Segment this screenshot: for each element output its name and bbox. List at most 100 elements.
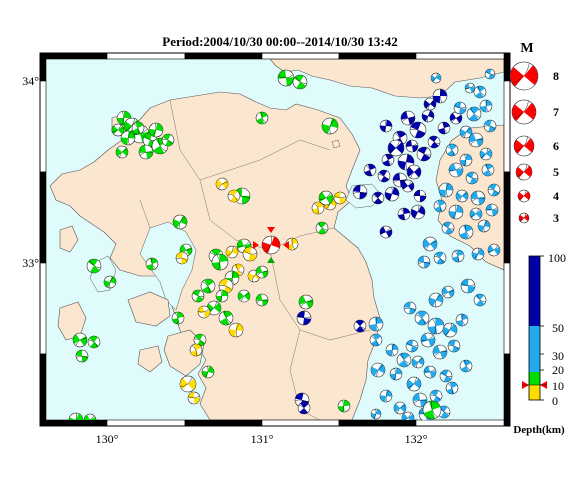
focal-mechanism: [298, 294, 314, 310]
focal-mechanism: [451, 249, 465, 263]
frame-segment: [39, 419, 108, 427]
focal-mechanism: [193, 333, 207, 347]
depth-tick-label: 50: [552, 321, 564, 335]
focal-mechanism: [379, 389, 393, 403]
magnitude-symbol: [517, 189, 531, 203]
focal-mechanism: [379, 119, 393, 133]
magnitude-class: 8: [509, 61, 559, 91]
focal-mechanism: [111, 123, 125, 137]
frame-segment: [503, 171, 511, 264]
focal-mechanism: [161, 133, 175, 147]
focal-mechanism: [438, 182, 454, 198]
focal-mechanism: [83, 413, 97, 420]
focal-mechanism: [363, 163, 377, 177]
focal-mechanism: [86, 258, 102, 274]
focal-mechanism: [171, 311, 185, 325]
land-himeshima: [331, 139, 341, 149]
focal-mechanism: [370, 408, 382, 420]
focal-mechanism: [191, 289, 205, 303]
focal-mechanism: [473, 85, 487, 99]
magnitude-class-label: 3: [553, 211, 559, 225]
focal-mechanism: [228, 322, 244, 338]
focal-mechanism: [138, 144, 154, 160]
focal-mechanism: [72, 332, 88, 348]
frame-segment: [39, 262, 47, 355]
focal-mechanism: [401, 411, 415, 420]
focal-mechanism: [318, 190, 334, 206]
latest-event-mechanism: [261, 235, 281, 255]
frame-segment: [503, 52, 511, 82]
focal-mechanism: [255, 111, 269, 125]
magnitude-symbol: [515, 163, 533, 181]
magnitude-class-label: 4: [553, 189, 559, 203]
frame-segment: [106, 419, 186, 427]
focal-mechanism: [479, 147, 493, 161]
focal-mechanism: [427, 135, 441, 149]
focal-mechanism: [387, 139, 405, 157]
latest-event-marker: [253, 227, 289, 263]
boundary-line: [169, 99, 331, 181]
focal-mechanism: [406, 376, 422, 392]
magnitude-class: 5: [515, 163, 559, 181]
frame-segment: [39, 52, 108, 60]
focal-mechanism: [175, 251, 189, 265]
focal-mechanism: [337, 399, 351, 413]
focal-mechanism: [433, 251, 447, 265]
focal-mechanism: [381, 153, 395, 167]
frame-segment: [338, 419, 417, 427]
focal-mechanism: [487, 243, 501, 257]
focal-mechanism: [432, 344, 448, 360]
focal-mechanism: [473, 293, 487, 307]
focal-mechanism: [120, 130, 136, 146]
focal-mechanism: [437, 121, 451, 135]
magnitude-class-label: 8: [553, 69, 559, 83]
frame-segment: [415, 419, 511, 427]
frame-segment: [503, 262, 511, 355]
boundary-line: [139, 199, 151, 229]
focal-mechanism: [384, 186, 400, 202]
lat-tick-label: 34°: [22, 74, 39, 88]
depth-tick-label: 10: [552, 379, 564, 393]
depth-color-band: [529, 372, 540, 385]
focal-mechanism: [145, 257, 159, 271]
focal-mechanism: [483, 119, 497, 133]
frame-segment: [106, 52, 186, 60]
focal-mechanism: [422, 400, 442, 420]
frame-segment: [184, 52, 263, 60]
frame-segment: [261, 52, 340, 60]
map-title: Period:2004/10/30 00:00--2014/10/30 13:4…: [162, 34, 398, 49]
depth-color-band: [529, 385, 540, 400]
focal-mechanism: [481, 163, 495, 177]
focal-mechanism: [225, 245, 239, 259]
lat-tick-label: 33°: [22, 256, 39, 270]
focal-mechanism: [369, 333, 383, 347]
focal-mechanism: [393, 401, 407, 415]
focal-mechanism: [464, 82, 476, 94]
depth-tick-label: 20: [552, 363, 564, 377]
land-shimabara: [127, 291, 171, 327]
focal-mechanism: [352, 184, 368, 200]
focal-mechanism: [421, 109, 435, 123]
depth-tick-label: 100: [548, 251, 566, 265]
focal-mechanism: [439, 369, 453, 383]
focal-mechanism: [470, 190, 486, 206]
focal-mechanism: [441, 285, 455, 299]
frame-segment: [503, 80, 511, 173]
focal-mechanism: [428, 292, 444, 308]
lon-tick-label: 130°: [96, 432, 119, 446]
focal-mechanism: [458, 224, 474, 240]
focal-mechanism: [377, 169, 391, 183]
focal-mechanism: [131, 121, 145, 135]
depth-bar-border: [528, 255, 541, 401]
focal-mechanism: [371, 191, 385, 205]
focal-mechanism: [448, 204, 464, 220]
focal-mechanism: [215, 289, 229, 303]
focal-mechanism: [353, 319, 367, 333]
focal-mechanism: [403, 301, 417, 315]
magnitude-symbol: [511, 99, 537, 125]
focal-mechanism: [423, 97, 437, 111]
frame-segment: [415, 52, 511, 60]
focal-mechanism: [445, 381, 459, 395]
focal-mechanism: [466, 106, 482, 122]
focal-mechanism: [405, 339, 419, 353]
